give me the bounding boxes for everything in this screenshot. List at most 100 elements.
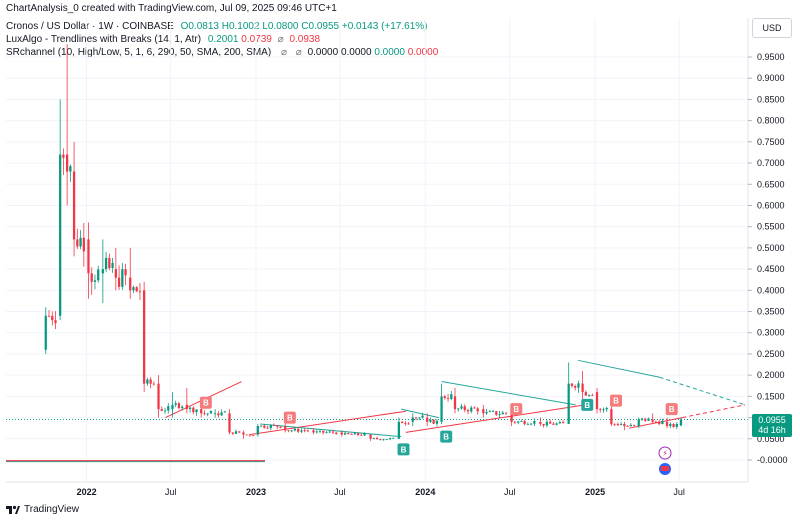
indicator-value: 0.0000 (407, 47, 439, 58)
candle-body (353, 433, 356, 435)
candle-body (231, 432, 234, 434)
candle-body (245, 434, 248, 436)
trendline-resistance (441, 381, 576, 406)
candle-body (679, 419, 683, 426)
indicator-legend-luxalgo[interactable]: LuxAlgo - Trendlines with Breaks (14, 1,… (6, 34, 320, 45)
candle-body (482, 409, 485, 414)
candle-body (561, 421, 565, 424)
candle-body (121, 269, 124, 287)
price-axis[interactable]: 0.9500 0.9000 0.8500 0.8000 0.7500 0.7000 0.65… (747, 18, 788, 482)
candle-body (303, 430, 306, 432)
signal-badge-label: B (287, 414, 293, 423)
candle-body (379, 439, 382, 440)
indicator-name: SRchannel (10, High/Low, 5, 1, 6, 290, 5… (6, 47, 272, 58)
time-tick-label: Jul (334, 487, 346, 497)
candle-body (476, 408, 479, 412)
candle-body (59, 154, 62, 316)
trendline-resistance (401, 408, 439, 419)
candle-body (132, 287, 135, 291)
indicator-value: 0.0739 (241, 34, 272, 45)
candle-body (375, 437, 379, 440)
event-markers[interactable]: ⚡ (658, 446, 672, 475)
candle-body (414, 417, 418, 419)
candle-body (223, 411, 227, 413)
candle-body (47, 315, 51, 317)
candle-body (555, 423, 558, 425)
currency-button[interactable]: USD (752, 18, 792, 38)
tradingview-footer[interactable]: TradingView (6, 504, 79, 515)
candle-body (520, 421, 523, 422)
candle-body (453, 396, 457, 410)
candle-body (542, 423, 545, 426)
signal-badge-label: B (401, 445, 407, 454)
candle-body (276, 425, 279, 427)
candle-body (558, 421, 562, 424)
candle-body (315, 431, 318, 433)
low-value: L0.0800 (262, 21, 299, 32)
time-tick-label: 2024 (415, 487, 435, 497)
signal-badge (397, 443, 410, 456)
hidden-icon[interactable]: ⌀ (277, 34, 284, 45)
candle-body (167, 406, 170, 411)
trendlines (6, 359, 746, 463)
candle-body (177, 403, 181, 409)
candle-body (111, 262, 114, 269)
candle-body (318, 430, 322, 432)
symbol-name: Cronos / US Dollar · 1W · COINBASE (6, 21, 174, 32)
price-tick-label: -0.0000 (757, 455, 788, 465)
trendline-support (682, 404, 746, 419)
change-value: +0.0143 (+17.61%) (341, 21, 428, 32)
time-tick-label: 2022 (77, 487, 97, 497)
candle-body (637, 419, 640, 427)
flash-icon[interactable] (658, 446, 672, 460)
candle-body (312, 430, 315, 433)
candle-body (665, 421, 669, 427)
candle-body (552, 423, 555, 425)
candle-body (213, 413, 217, 415)
candle-body (138, 291, 142, 293)
candle-body (62, 154, 65, 158)
candle-body (640, 418, 644, 420)
symbol-legend[interactable]: Cronos / US Dollar · 1W · COINBASE O0.08… (6, 21, 428, 32)
candle-body (584, 392, 587, 396)
hidden-icon[interactable]: ⌀ (295, 47, 302, 58)
time-tick-label: 2023 (246, 487, 266, 497)
candle-body (404, 423, 407, 424)
candle-body (76, 239, 79, 247)
hidden-icon[interactable]: ⌀ (280, 47, 287, 58)
candle-body (675, 423, 678, 427)
signal-badge (510, 403, 523, 416)
candle-body (234, 431, 238, 434)
candle-body (435, 420, 439, 424)
candle-body (498, 414, 501, 415)
candle-body (69, 166, 72, 172)
candle-body (545, 421, 549, 426)
price-tick-label: 0.9500 (757, 52, 785, 62)
candle-body (533, 421, 536, 424)
candle-body (581, 383, 584, 393)
candle-body (300, 430, 303, 432)
candle-body (526, 424, 529, 425)
candle-body (284, 426, 287, 431)
candle-body (392, 437, 395, 439)
chart-header: ChartAnalysis_0 created with TradingView… (6, 3, 337, 14)
indicator-value: 0.2001 (207, 34, 239, 45)
candle-body (228, 413, 231, 433)
candle-body (426, 417, 429, 422)
candle-body (146, 379, 149, 384)
indicator-legend-srchannel[interactable]: SRchannel (10, High/Low, 5, 1, 6, 290, 5… (6, 47, 438, 58)
candle-body (356, 433, 360, 435)
candle-body (599, 409, 602, 410)
candle-body (328, 431, 331, 433)
candle-body (97, 269, 100, 281)
time-axis[interactable]: 2022 Jul 2023 Jul 2024 Jul 2025 Jul (6, 481, 748, 497)
candle-body (157, 383, 160, 410)
candle-body (203, 413, 206, 415)
bar-countdown: 4d 16h (758, 425, 786, 435)
candle-body (242, 432, 245, 435)
high-value: H0.1002 (221, 21, 260, 32)
candle-body (44, 315, 47, 350)
candle-body (619, 424, 623, 426)
signal-badges: B B B B B B B B (199, 394, 678, 456)
